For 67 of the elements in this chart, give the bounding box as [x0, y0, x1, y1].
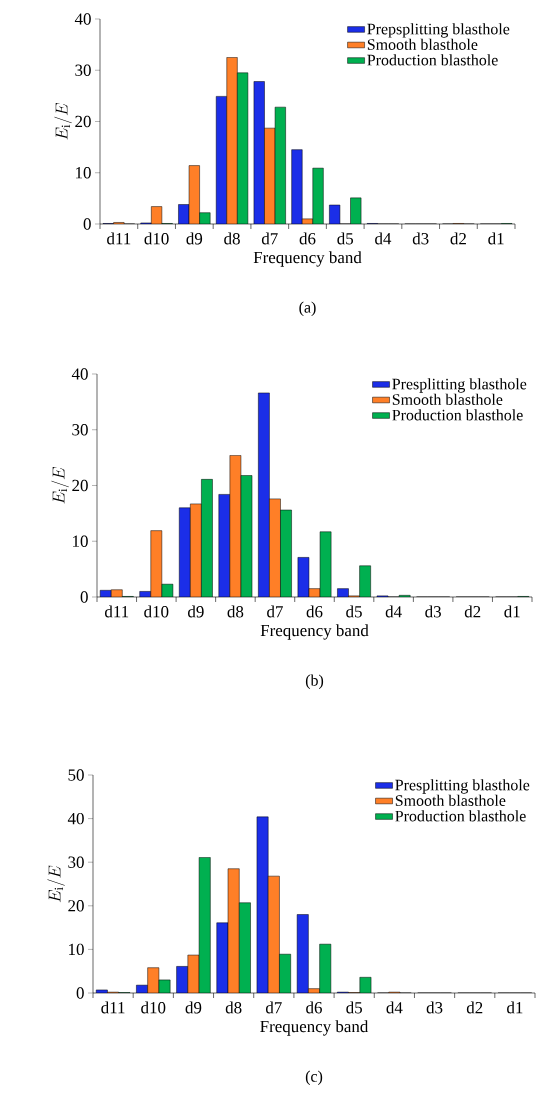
- y-tick-label: 0: [76, 987, 84, 999]
- x-tick-label: d3: [412, 232, 429, 245]
- y-tick-label: 40: [71, 368, 88, 380]
- x-tick-label: d8: [227, 605, 244, 618]
- y-tick-label: 0: [80, 591, 88, 603]
- x-tick-label: d1: [488, 232, 504, 245]
- y-tick-label: 50: [68, 769, 84, 781]
- x-tick-label: d8: [225, 1001, 242, 1014]
- x-tick-label: d1: [507, 1001, 523, 1014]
- y-tick-label: 0: [83, 218, 91, 230]
- x-tick-label: d5: [337, 232, 354, 245]
- legend-label: Production blasthole: [367, 54, 498, 66]
- x-tick-label: d10: [144, 232, 169, 245]
- legend-label: Smooth blasthole: [367, 38, 478, 50]
- x-tick-label: d4: [386, 1001, 403, 1014]
- y-tick-label: 40: [67, 812, 84, 825]
- x-tick-label: d7: [261, 232, 278, 245]
- legend-label: Production blasthole: [392, 409, 523, 421]
- x-tick-label: d11: [107, 232, 131, 245]
- y-axis-title: $E_{\mathrm{i}}/E$: [54, 103, 72, 140]
- y-axis-title: $E_{\mathrm{i}}/E$: [51, 467, 69, 504]
- x-tick-label: d10: [144, 605, 169, 618]
- x-tick-label: d8: [224, 232, 240, 245]
- y-axis-title: $E_{\mathrm{i}}/E$: [47, 865, 65, 903]
- legend-label: Smooth blasthole: [395, 794, 506, 806]
- x-axis-title: Frequency band: [260, 624, 369, 640]
- x-tick-label: d3: [425, 605, 441, 618]
- x-tick-label: d4: [385, 605, 402, 618]
- x-tick-label: d2: [466, 1001, 483, 1014]
- x-tick-label: d5: [346, 1001, 362, 1014]
- text: (b): [305, 674, 324, 689]
- legend-label: Presplitting blasthole: [392, 378, 527, 393]
- legend-label: Production blasthole: [395, 810, 526, 822]
- y-tick-label: 20: [72, 479, 88, 492]
- x-tick-label: d6: [306, 605, 323, 618]
- y-tick-label: 30: [75, 64, 91, 76]
- y-tick-label: 10: [69, 943, 84, 956]
- x-tick-label: d2: [450, 232, 466, 245]
- x-tick-label: d9: [185, 1001, 202, 1014]
- y-tick-label: 10: [76, 167, 91, 179]
- x-tick-label: d4: [375, 232, 392, 245]
- y-tick-label: 20: [75, 115, 91, 128]
- x-tick-label: d6: [306, 1001, 322, 1014]
- y-tick-label: 20: [68, 900, 84, 912]
- x-tick-label: d3: [426, 1001, 443, 1014]
- y-tick-label: 30: [68, 856, 84, 868]
- x-tick-label: d6: [299, 232, 316, 245]
- x-tick-label: d11: [101, 1001, 125, 1014]
- x-tick-label: d10: [141, 1001, 166, 1014]
- x-tick-label: d7: [267, 605, 283, 618]
- x-axis-title: Frequency band: [260, 1020, 369, 1036]
- text: (c): [305, 1070, 323, 1085]
- x-tick-label: d9: [188, 605, 204, 618]
- x-tick-label: d5: [346, 605, 362, 618]
- x-tick-label: d7: [265, 1001, 282, 1014]
- legend-label: Presplitting blasthole: [395, 779, 530, 794]
- y-tick-label: 30: [72, 424, 88, 436]
- y-tick-label: 10: [73, 535, 88, 547]
- text: (a): [299, 301, 316, 316]
- x-tick-label: d2: [464, 605, 481, 618]
- x-tick-label: d9: [186, 232, 203, 245]
- y-tick-label: 40: [74, 13, 91, 25]
- legend-label: Prepsplitting blasthole: [367, 23, 510, 38]
- x-tick-label: d11: [105, 605, 129, 618]
- x-tick-label: d1: [504, 605, 520, 618]
- legend-label: Smooth blasthole: [392, 393, 503, 405]
- x-axis-title: Frequency band: [253, 251, 362, 267]
